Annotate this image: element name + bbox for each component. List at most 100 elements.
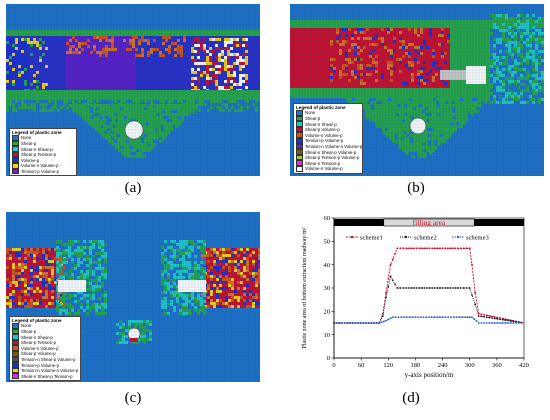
legend-label: None (305, 110, 316, 116)
data-point (504, 322, 507, 324)
data-point (465, 287, 468, 289)
data-point (408, 247, 410, 250)
caption-a: (a) (124, 180, 142, 196)
data-point (439, 247, 441, 250)
data-point (457, 247, 459, 250)
data-point (475, 320, 478, 322)
legend-label: Shear-n Shear-p Volume-p (305, 149, 357, 155)
data-point (359, 322, 362, 324)
data-point (509, 322, 512, 324)
data-point (441, 316, 444, 319)
data-point (422, 316, 425, 319)
data-point (483, 315, 485, 318)
data-point (405, 287, 408, 289)
data-point (501, 322, 504, 324)
legend-swatch (12, 323, 19, 329)
data-point (471, 294, 473, 296)
series-line-scheme2 (334, 275, 525, 324)
legend-entry: None (296, 110, 360, 116)
data-point (477, 322, 480, 324)
data-point (493, 322, 496, 324)
data-point (474, 303, 477, 306)
caption-d: (d) (402, 390, 420, 406)
data-point (499, 317, 501, 319)
data-point (464, 316, 467, 319)
data-point (507, 319, 509, 322)
data-point (408, 287, 410, 289)
legend-swatch (12, 163, 19, 169)
data-point (496, 317, 499, 320)
legend-entry: Tension-p Volume-p (12, 168, 74, 175)
legend-label: Shear-p (21, 328, 37, 334)
data-point (488, 316, 491, 319)
legend-label: None (21, 135, 32, 141)
panel-a-legend: Legend of plastic zone None Shear-p Shear-… (9, 128, 77, 176)
data-point (430, 316, 433, 319)
data-point (499, 318, 501, 321)
data-point (396, 287, 399, 289)
data-point (419, 316, 422, 319)
data-point (399, 287, 402, 289)
data-point (426, 247, 428, 250)
legend-entry: Shear-p (12, 328, 78, 335)
data-point (378, 322, 381, 324)
data-point (436, 247, 439, 250)
data-point (387, 277, 390, 280)
data-point (454, 287, 457, 289)
y-tick-label: 30 (324, 285, 331, 292)
filling-area-label: filling area (413, 218, 446, 227)
legend-label: Tension-n Shear-p Volume-p (21, 356, 76, 362)
legend-swatch (12, 146, 19, 152)
data-point (462, 247, 465, 250)
data-point (444, 316, 447, 319)
data-point (485, 314, 488, 317)
data-point (391, 279, 394, 282)
legend-swatch (12, 334, 19, 340)
data-point (462, 287, 465, 289)
legend-swatch (296, 126, 303, 133)
legend-swatch (12, 351, 19, 357)
x-axis-label: y-axis position/m (405, 371, 454, 379)
data-point (474, 291, 477, 294)
data-point (491, 322, 493, 324)
data-point (431, 287, 434, 289)
data-point (512, 320, 515, 323)
data-point (411, 316, 414, 319)
data-point (415, 247, 418, 250)
data-point (389, 317, 392, 320)
legend-label: Shear-n Shear-p (21, 146, 53, 152)
data-point (420, 247, 423, 250)
legend-entry: None (12, 323, 78, 329)
data-point (515, 320, 517, 323)
x-tick-label: 60 (358, 362, 365, 369)
legend-swatch (296, 166, 303, 172)
legend-swatch (296, 132, 303, 139)
panel-b-plot: Legend of plastic zone None Shear-p Shear-… (290, 4, 544, 176)
legend-label: Shear-p Tension-p Volume-p (305, 155, 360, 161)
data-point (431, 247, 434, 250)
data-point (354, 322, 357, 324)
data-point (351, 322, 354, 324)
data-point (396, 247, 399, 250)
legend-entry: Volume-p (12, 157, 74, 164)
legend-swatch (12, 140, 19, 147)
data-point (365, 322, 367, 324)
legend-label: Shear-p Tension-p (21, 152, 57, 158)
legend-marker (456, 235, 460, 239)
legend-label: Shear-p Volume-p (21, 351, 56, 357)
data-point (477, 315, 480, 317)
data-point (357, 322, 359, 324)
legend-entry: Volume-n Volume-p (12, 345, 78, 352)
panel-b-mesh (290, 4, 544, 176)
data-point (414, 316, 417, 319)
legend-label: Tension-p Volume-p (305, 138, 343, 144)
legend-entry: Shear-p Volume-p (12, 351, 78, 357)
data-point (444, 247, 447, 250)
data-point (346, 322, 349, 324)
legend-entry: Tension-p Volume-p (12, 362, 78, 368)
legend-marker (404, 235, 408, 239)
data-point (471, 316, 473, 319)
data-point (507, 322, 509, 324)
data-point (428, 247, 431, 250)
data-point (335, 322, 338, 324)
